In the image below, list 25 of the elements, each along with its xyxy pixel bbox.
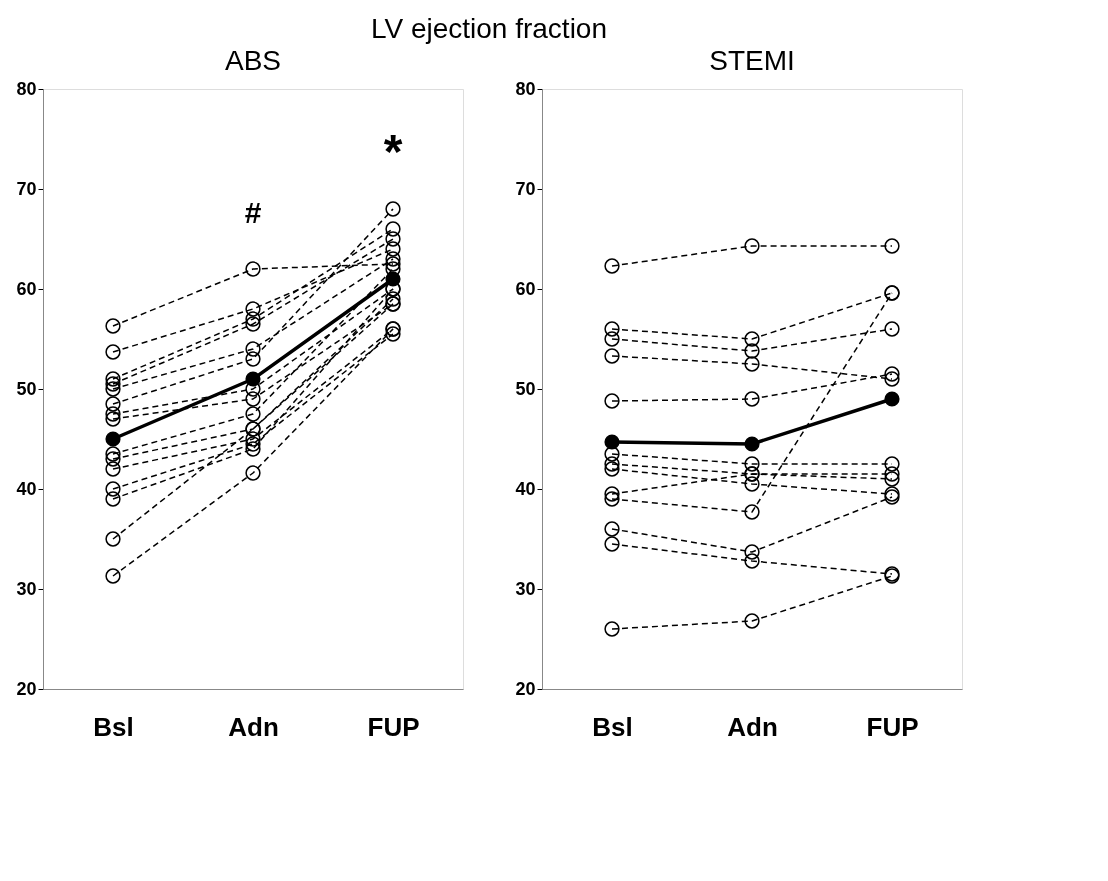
y-tick-label: 60 [16, 278, 37, 299]
y-tick-label: 50 [515, 378, 536, 399]
y-tick-label: 30 [16, 578, 37, 599]
x-tick-label: Bsl [93, 711, 134, 742]
y-tick-label: 80 [515, 78, 536, 99]
y-tick-label: 20 [515, 678, 536, 699]
y-tick-label: 40 [16, 478, 37, 499]
y-tick-label: 40 [515, 478, 536, 499]
y-tick-label: 30 [515, 578, 536, 599]
x-tick-label: Adn [727, 711, 778, 742]
annotation: * [383, 125, 403, 178]
y-tick-label: 20 [16, 678, 37, 699]
y-tick-label: 70 [515, 178, 536, 199]
y-tick-label: 80 [16, 78, 37, 99]
x-tick-label: FUP [367, 711, 420, 742]
x-tick-label: FUP [866, 711, 919, 742]
chart-subtitle: STEMI [709, 45, 795, 76]
chart-subtitle: ABS [224, 45, 282, 76]
y-tick-label: 70 [16, 178, 37, 199]
annotation: # [244, 196, 262, 229]
y-tick-label: 60 [515, 278, 536, 299]
chart-title: LV ejection fraction [370, 12, 608, 44]
x-tick-label: Bsl [592, 711, 633, 742]
y-tick-label: 50 [16, 378, 37, 399]
x-tick-label: Adn [228, 711, 279, 742]
